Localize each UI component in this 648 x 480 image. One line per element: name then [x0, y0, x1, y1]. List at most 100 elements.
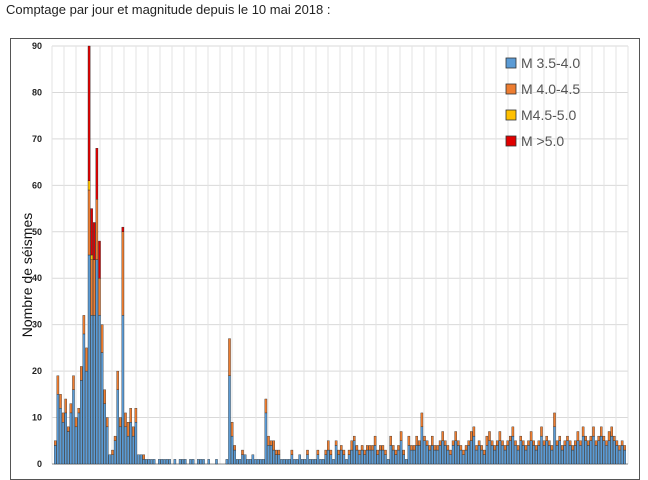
bar-segment-1 [553, 426, 556, 465]
bar-segment-2 [496, 440, 499, 446]
bar-segment-1 [490, 445, 494, 465]
bar-segment-2 [423, 435, 426, 441]
bar-segment-2 [576, 431, 580, 441]
bar-segment-1 [184, 459, 187, 465]
y-tick-label: 40 [32, 273, 42, 283]
bar-segment-2 [584, 435, 587, 441]
bar-segment-2 [605, 440, 608, 446]
legend: M 3.5-4.0 M 4.0-4.5 M4.5-5.0 M >5.0 [505, 55, 580, 149]
bar-segment-1 [610, 435, 613, 465]
bar-segment-1 [282, 459, 286, 465]
bar-segment-2 [306, 449, 309, 455]
bar-segment-2 [509, 435, 512, 441]
bar-segment-1 [576, 440, 580, 465]
bar-segment-1 [293, 459, 296, 465]
bar-segment-2 [410, 445, 413, 451]
chart-frame [10, 38, 640, 480]
bar-segment-2 [623, 445, 626, 451]
bar-segment-2 [516, 445, 520, 451]
bar-segment-2 [532, 440, 535, 446]
bar-segment-1 [158, 459, 161, 465]
bar-segment-1 [285, 459, 288, 465]
bar-segment-3 [90, 254, 93, 260]
y-tick-label: 50 [32, 227, 42, 237]
bar-segment-1 [488, 440, 491, 465]
bar-segment-2 [566, 435, 569, 441]
bar-segment-2 [113, 435, 117, 441]
bar-segment-1 [524, 449, 528, 465]
bar-segment-1 [334, 445, 338, 465]
bar-segment-2 [581, 426, 585, 437]
bar-segment-2 [464, 445, 468, 451]
y-axis-title: Nombre de séismes [19, 213, 35, 338]
bar-segment-4 [98, 240, 101, 279]
bar-segment-1 [163, 459, 166, 465]
bar-segment-1 [550, 449, 554, 465]
chart-caption: Comptage par jour et magnitude depuis le… [6, 2, 331, 17]
bar-segment-1 [189, 459, 192, 465]
bar-segment-2 [82, 315, 86, 335]
bar-segment-1 [459, 449, 463, 465]
legend-label: M 4.0-4.5 [521, 81, 580, 97]
bar-segment-1 [69, 412, 73, 465]
bar-segment-1 [449, 454, 452, 465]
bar-segment-1 [420, 426, 424, 465]
bar-segment-1 [542, 445, 546, 465]
bar-segment-1 [485, 445, 489, 465]
bar-segment-1 [124, 426, 127, 465]
bar-segment-1 [251, 454, 255, 465]
bar-segment-1 [371, 449, 374, 465]
bar-segment-1 [441, 440, 444, 465]
bar-segment-2 [267, 435, 270, 446]
bar-segment-2 [540, 426, 543, 437]
bar-segment-2 [129, 408, 132, 423]
bar-segment-1 [511, 435, 515, 465]
bar-segment-1 [433, 449, 437, 465]
bar-segment-1 [173, 459, 177, 465]
bar-segment-2 [228, 338, 231, 376]
bar-segment-1 [620, 445, 624, 465]
bar-segment-2 [529, 431, 533, 441]
bar-segment-2 [441, 431, 444, 441]
bar-segment-1 [238, 459, 242, 465]
bar-segment-1 [246, 459, 249, 465]
bar-segment-2 [610, 426, 613, 437]
bar-segment-1 [438, 445, 442, 465]
bar-segment-1 [483, 454, 486, 465]
bar-segment-1 [480, 449, 483, 465]
bar-segment-2 [407, 435, 411, 446]
bar-segment-2 [592, 426, 595, 437]
bar-segment-2 [399, 431, 403, 441]
bar-segment-1 [405, 459, 408, 465]
bar-segment-2 [230, 422, 234, 437]
bar-segment-1 [615, 445, 619, 465]
bar-segment-1 [548, 445, 551, 465]
bar-segment-1 [72, 389, 75, 465]
legend-swatch [505, 83, 517, 95]
bar-segment-2 [394, 449, 398, 455]
bar-segment-2 [337, 449, 340, 455]
bar-segment-1 [264, 412, 268, 465]
bar-segment-2 [106, 417, 109, 428]
bar-segment-2 [618, 445, 621, 451]
bar-segment-1 [93, 315, 96, 465]
bar-segment-2 [597, 435, 600, 441]
bar-segment-1 [85, 370, 88, 465]
bar-segment-1 [269, 445, 273, 465]
bar-segment-1 [568, 445, 572, 465]
bar-segment-1 [584, 440, 587, 465]
bar-segment-1 [496, 445, 499, 465]
bar-segment-1 [386, 459, 390, 465]
bar-segment-1 [368, 449, 372, 465]
bar-segment-1 [132, 435, 135, 465]
bar-segment-1 [592, 435, 595, 465]
bar-segment-2 [290, 449, 294, 455]
bar-segment-1 [152, 459, 156, 465]
bar-segment-2 [324, 449, 327, 455]
bar-segment-1 [77, 412, 80, 465]
bar-segment-2 [93, 259, 96, 316]
bar-segment-2 [498, 431, 502, 441]
bar-segment-1 [527, 445, 530, 465]
bar-segment-1 [392, 449, 395, 465]
bar-segment-2 [275, 449, 278, 455]
